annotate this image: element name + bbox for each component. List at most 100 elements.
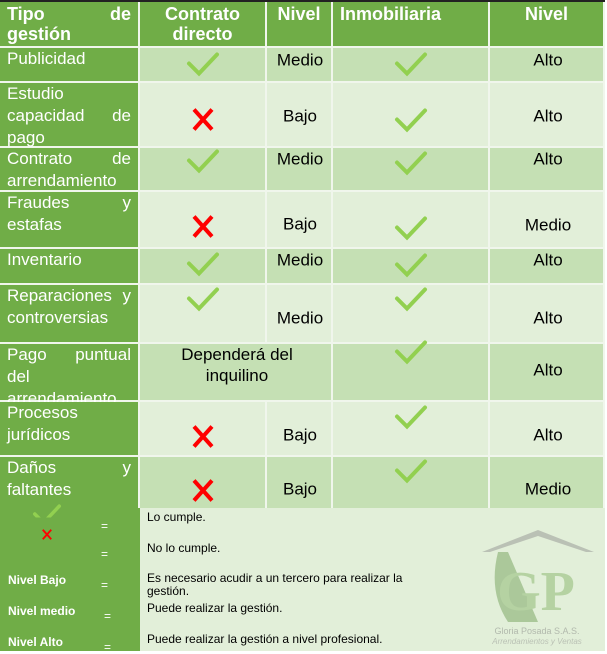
- table-cell: [333, 83, 490, 148]
- row-label-text: Reparaciones y controversias: [7, 286, 131, 327]
- cross-icon: [186, 214, 220, 245]
- nivel-inmobiliaria: Alto: [533, 149, 563, 169]
- table-cell: [140, 344, 333, 402]
- legend-equals: =: [101, 519, 109, 533]
- table-cell: [490, 402, 605, 457]
- table-cell: [333, 192, 490, 249]
- row-label-text: Estudio capacidad de pago: [7, 84, 131, 147]
- legend-description: No lo cumple.: [147, 541, 221, 555]
- legend-cross-icon: [39, 526, 55, 549]
- row-label: Estudio capacidad de pago: [0, 83, 140, 148]
- row-label: Contrato de arrendamiento: [0, 148, 140, 192]
- table-cell: [333, 48, 490, 83]
- row-label: Publicidad: [0, 48, 140, 83]
- check-icon: [186, 149, 220, 180]
- header-inmobiliaria: Inmobiliaria: [333, 2, 490, 48]
- nivel-directo: Medio: [276, 149, 324, 169]
- nivel-inmobiliaria: Alto: [533, 308, 563, 328]
- table-cell: [490, 285, 605, 344]
- legend-check-icon: [32, 504, 62, 526]
- row-label-text: Publicidad: [7, 49, 86, 68]
- cross-icon: [186, 478, 220, 509]
- legend-description: Lo cumple.: [147, 510, 206, 524]
- row-label-text: Contrato de arrendamiento: [7, 149, 131, 190]
- check-icon: [394, 340, 428, 371]
- table-cell: [140, 148, 267, 192]
- row-label: Fraudes y estafas: [0, 192, 140, 249]
- legend-keys: [0, 508, 140, 651]
- table-cell: [267, 148, 333, 192]
- header-nivel-inmobiliaria: Nivel: [490, 2, 605, 48]
- row-label: Pago puntual del arrendamiento: [0, 344, 140, 408]
- cross-icon: [186, 424, 220, 455]
- legend-equals: =: [101, 547, 109, 561]
- row-label-text: Inventario: [7, 250, 82, 269]
- table-cell: [267, 285, 333, 344]
- table-cell: [140, 192, 267, 249]
- cross-icon: [186, 107, 220, 138]
- header-nivel-directo: Nivel: [267, 2, 333, 48]
- table-cell: [490, 457, 605, 510]
- table-cell: [267, 48, 333, 83]
- legend-equals: =: [101, 578, 109, 592]
- legend-equals: =: [104, 609, 112, 623]
- nivel-inmobiliaria: Alto: [533, 425, 563, 445]
- nivel-directo: Medio: [276, 50, 324, 70]
- check-icon: [186, 252, 220, 283]
- row-label: Daños y faltantes: [0, 457, 140, 510]
- table-cell: [490, 192, 605, 249]
- check-icon: [394, 108, 428, 139]
- legend-key: Nivel medio: [8, 604, 76, 618]
- nivel-inmobiliaria: Medio: [524, 479, 572, 499]
- legend-description: Puede realizar la gestión a nivel profes…: [147, 632, 383, 646]
- legend-key: Nivel Bajo: [8, 573, 67, 587]
- row-label-text: Procesos jurídicos: [7, 403, 78, 444]
- table-cell: [140, 48, 267, 83]
- table-cell: [333, 285, 490, 344]
- legend-key: Nivel Alto: [8, 635, 63, 649]
- header-contrato: Contrato directo: [140, 2, 267, 48]
- legend-descriptions: [140, 508, 605, 651]
- header-nivel2-label: Nivel: [524, 4, 569, 24]
- nivel-inmobiliaria: Medio: [524, 215, 572, 235]
- row-label: Inventario: [0, 249, 140, 285]
- nivel-directo: Bajo: [282, 425, 318, 445]
- header-inmobiliaria-label: Inmobiliaria: [340, 4, 442, 24]
- nivel-inmobiliaria: Alto: [533, 50, 563, 70]
- check-icon: [394, 287, 428, 318]
- row-label-text: Fraudes y estafas: [7, 193, 131, 234]
- check-icon: [394, 459, 428, 490]
- nivel-inmobiliaria: Alto: [533, 106, 563, 126]
- legend-equals: =: [104, 640, 112, 654]
- check-icon: [394, 405, 428, 436]
- nivel-directo: Medio: [276, 250, 324, 270]
- check-icon: [394, 52, 428, 83]
- table-cell: [490, 344, 605, 402]
- table-cell: [490, 148, 605, 192]
- check-icon: [186, 287, 220, 318]
- nivel-inmobiliaria: Alto: [533, 250, 563, 270]
- table-cell: [333, 402, 490, 457]
- table-cell: [267, 192, 333, 249]
- nivel-inmobiliaria: Alto: [533, 360, 563, 380]
- header-contrato-label: Contrato directo: [165, 4, 240, 44]
- svg-text:GP: GP: [497, 561, 575, 623]
- nivel-directo: Medio: [276, 308, 324, 328]
- row-label: Procesos jurídicos: [0, 402, 140, 457]
- nivel-directo: Bajo: [282, 214, 318, 234]
- table-cell: [333, 457, 490, 510]
- row-label-text: Daños y faltantes: [7, 458, 131, 499]
- table-cell: [267, 83, 333, 148]
- table-cell: [140, 83, 267, 148]
- legend-description: Puede realizar la gestión.: [147, 601, 283, 615]
- svg-text:Gloria Posada S.A.S.: Gloria Posada S.A.S.: [494, 626, 579, 636]
- contrato-note: Dependerá del inquilino: [181, 345, 293, 385]
- check-icon: [394, 151, 428, 182]
- header-tipo-label: Tipo de gestión: [7, 4, 131, 44]
- nivel-directo: Bajo: [282, 106, 318, 126]
- table-cell: [490, 48, 605, 83]
- legend-description: Es necesario acudir a un tercero para re…: [147, 571, 403, 598]
- table-cell: [267, 249, 333, 285]
- table-cell: [140, 457, 267, 510]
